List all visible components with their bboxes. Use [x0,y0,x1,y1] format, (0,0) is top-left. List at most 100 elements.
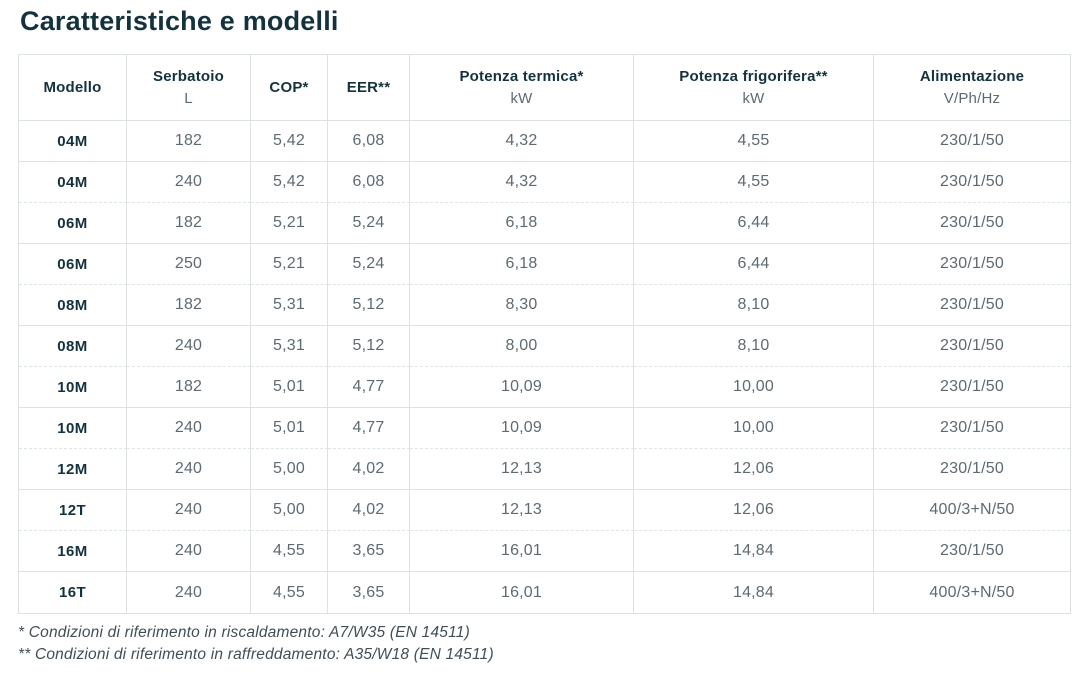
value-cell: 10,00 [634,408,874,449]
value-cell: 5,00 [251,449,328,490]
model-cell: 10M [19,408,127,449]
value-cell: 6,18 [410,203,634,244]
value-cell: 182 [127,121,251,162]
value-cell: 6,18 [410,244,634,285]
value-cell: 6,44 [634,203,874,244]
model-cell: 04M [19,121,127,162]
value-cell: 4,55 [251,572,328,613]
table-row: 12T 240 5,00 4,02 12,13 12,06 400/3+N/50 [19,490,1070,531]
column-header: Potenza termica* kW [410,55,634,121]
table-body: 04M 182 5,42 6,08 4,32 4,55 230/1/50 04M 240 5,42… [19,121,1070,613]
value-cell: 5,24 [328,203,410,244]
value-cell: 6,44 [634,244,874,285]
value-cell: 230/1/50 [874,408,1070,449]
value-cell: 6,08 [328,162,410,203]
model-cell: 16T [19,572,127,613]
value-cell: 5,12 [328,326,410,367]
value-cell: 5,31 [251,326,328,367]
model-cell: 08M [19,326,127,367]
value-cell: 12,13 [410,449,634,490]
value-cell: 4,32 [410,121,634,162]
column-label: Alimentazione [919,67,1025,85]
column-label: Potenza termica* [459,67,584,85]
column-header: Alimentazione V/Ph/Hz [874,55,1070,121]
value-cell: 3,65 [328,572,410,613]
column-header: Serbatoio L [127,55,251,121]
model-cell: 08M [19,285,127,326]
footnotes: * Condizioni di riferimento in riscaldam… [18,622,1082,666]
value-cell: 182 [127,203,251,244]
column-label: Modello [43,78,102,96]
model-cell: 04M [19,162,127,203]
value-cell: 240 [127,162,251,203]
table-row: 04M 182 5,42 6,08 4,32 4,55 230/1/50 [19,121,1070,162]
column-header: COP* [251,55,328,121]
column-header: Potenza frigorifera** kW [634,55,874,121]
value-cell: 4,55 [634,162,874,203]
value-cell: 10,09 [410,367,634,408]
model-cell: 12M [19,449,127,490]
value-cell: 240 [127,572,251,613]
value-cell: 4,77 [328,408,410,449]
value-cell: 4,55 [251,531,328,572]
value-cell: 230/1/50 [874,326,1070,367]
model-cell: 06M [19,203,127,244]
value-cell: 4,02 [328,490,410,531]
value-cell: 230/1/50 [874,531,1070,572]
models-spec-table: Modello Serbatoio L COP* EER** Potenza termic… [18,54,1071,614]
value-cell: 240 [127,449,251,490]
column-label: Potenza frigorifera** [679,67,828,85]
value-cell: 5,01 [251,408,328,449]
value-cell: 14,84 [634,531,874,572]
value-cell: 4,32 [410,162,634,203]
value-cell: 230/1/50 [874,449,1070,490]
value-cell: 240 [127,490,251,531]
value-cell: 182 [127,367,251,408]
value-cell: 14,84 [634,572,874,613]
table-row: 10M 182 5,01 4,77 10,09 10,00 230/1/50 [19,367,1070,408]
table-row: 16M 240 4,55 3,65 16,01 14,84 230/1/50 [19,531,1070,572]
model-cell: 10M [19,367,127,408]
value-cell: 3,65 [328,531,410,572]
value-cell: 240 [127,408,251,449]
value-cell: 230/1/50 [874,285,1070,326]
table-row: 12M 240 5,00 4,02 12,13 12,06 230/1/50 [19,449,1070,490]
column-unit-label: L [184,89,193,107]
column-header: EER** [328,55,410,121]
value-cell: 5,42 [251,121,328,162]
value-cell: 250 [127,244,251,285]
value-cell: 12,06 [634,449,874,490]
column-label: Serbatoio [153,67,224,85]
value-cell: 12,06 [634,490,874,531]
column-header: Modello [19,55,127,121]
value-cell: 230/1/50 [874,162,1070,203]
value-cell: 12,13 [410,490,634,531]
model-cell: 12T [19,490,127,531]
value-cell: 230/1/50 [874,121,1070,162]
column-label: COP* [269,78,309,96]
table-row: 06M 250 5,21 5,24 6,18 6,44 230/1/50 [19,244,1070,285]
value-cell: 240 [127,326,251,367]
table-row: 08M 240 5,31 5,12 8,00 8,10 230/1/50 [19,326,1070,367]
table-row: 06M 182 5,21 5,24 6,18 6,44 230/1/50 [19,203,1070,244]
value-cell: 400/3+N/50 [874,490,1070,531]
value-cell: 16,01 [410,572,634,613]
value-cell: 4,77 [328,367,410,408]
value-cell: 5,21 [251,203,328,244]
page-title: Caratteristiche e modelli [20,6,339,36]
value-cell: 4,55 [634,121,874,162]
value-cell: 8,10 [634,326,874,367]
column-unit-label: V/Ph/Hz [943,89,1001,107]
value-cell: 10,09 [410,408,634,449]
value-cell: 5,12 [328,285,410,326]
column-label: EER** [346,78,391,96]
value-cell: 5,21 [251,244,328,285]
table-header-row: Modello Serbatoio L COP* EER** Potenza termic… [19,55,1070,121]
value-cell: 5,42 [251,162,328,203]
footnote-heating-conditions: * Condizioni di riferimento in riscaldam… [18,624,470,641]
value-cell: 10,00 [634,367,874,408]
value-cell: 8,10 [634,285,874,326]
value-cell: 8,00 [410,326,634,367]
value-cell: 182 [127,285,251,326]
